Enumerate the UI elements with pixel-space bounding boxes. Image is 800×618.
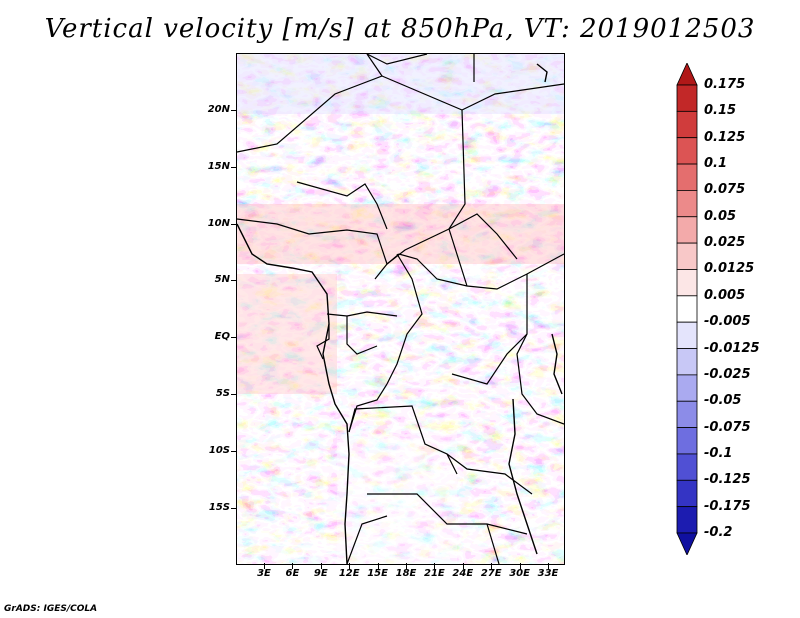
colorbar-label: 0.05 bbox=[704, 208, 737, 224]
colorbar-label: -0.125 bbox=[704, 472, 751, 488]
lon-label: 33E bbox=[537, 568, 559, 579]
colorbar-label: -0.025 bbox=[704, 366, 751, 382]
lon-tick bbox=[548, 563, 549, 569]
colorbar-segment bbox=[676, 269, 698, 297]
lat-label: 15S bbox=[208, 501, 230, 513]
colorbar-label: 0.125 bbox=[704, 129, 746, 145]
colorbar-label: 0.025 bbox=[704, 235, 746, 251]
map-panel bbox=[236, 53, 565, 565]
lon-tick bbox=[519, 563, 521, 569]
lon-label: 18E bbox=[395, 568, 417, 579]
lat-tick bbox=[231, 450, 237, 452]
colorbar-segment bbox=[676, 506, 698, 534]
lat-tick bbox=[231, 394, 237, 395]
colorbar-segment bbox=[676, 216, 698, 244]
colorbar-label: -0.175 bbox=[704, 498, 751, 514]
colorbar-segment bbox=[676, 295, 698, 323]
lon-label: 6E bbox=[285, 568, 300, 579]
lat-label: 10N bbox=[207, 217, 230, 229]
lon-label: 9E bbox=[313, 568, 328, 579]
colorbar-segment bbox=[676, 453, 698, 481]
colorbar-label: -0.05 bbox=[704, 393, 742, 409]
colorbar-label: 0.15 bbox=[704, 103, 737, 119]
colorbar-label: -0.075 bbox=[704, 419, 751, 435]
vertical-velocity-field bbox=[237, 54, 564, 564]
colorbar-segment bbox=[676, 427, 698, 455]
lon-label: 24E bbox=[452, 568, 474, 579]
lon-tick bbox=[434, 563, 436, 569]
lat-tick bbox=[231, 337, 237, 339]
field-texture bbox=[237, 54, 564, 564]
colorbar-segment bbox=[676, 242, 698, 270]
colorbar-segment bbox=[676, 400, 698, 428]
lon-tick bbox=[462, 563, 464, 569]
colorbar-label: -0.005 bbox=[704, 314, 751, 330]
lon-label: 3E bbox=[257, 568, 271, 579]
lon-label: 15E bbox=[367, 568, 388, 579]
lon-tick bbox=[264, 563, 265, 569]
lat-label: 5S bbox=[215, 388, 230, 399]
colorbar-bottom-arrow bbox=[676, 532, 698, 555]
lon-tick bbox=[292, 563, 294, 569]
colorbar-segment bbox=[676, 348, 698, 376]
lat-label: 10S bbox=[208, 444, 230, 456]
lat-label: 15N bbox=[207, 160, 230, 172]
colorbar-label: -0.1 bbox=[704, 445, 733, 461]
colorbar-segment bbox=[676, 110, 698, 139]
colorbar-label: 0.1 bbox=[704, 156, 728, 172]
lat-label: 5N bbox=[214, 274, 230, 286]
colorbar-segment bbox=[676, 137, 698, 165]
lat-tick bbox=[231, 280, 237, 282]
colorbar-label: 0.005 bbox=[704, 287, 746, 303]
lon-label: 27E bbox=[480, 568, 502, 579]
colorbar-segment bbox=[676, 190, 698, 218]
colorbar-label: -0.0125 bbox=[704, 340, 760, 356]
colorbar-segment bbox=[676, 163, 698, 191]
colorbar-label: -0.2 bbox=[704, 525, 733, 540]
colorbar-segment bbox=[676, 374, 698, 402]
lat-tick bbox=[231, 507, 237, 509]
lon-tick bbox=[406, 563, 407, 569]
lat-tick bbox=[231, 166, 237, 168]
coastline bbox=[237, 63, 563, 564]
colorbar-segment bbox=[676, 84, 698, 112]
lon-label: 12E bbox=[338, 568, 360, 579]
colorbar-top-arrow bbox=[676, 63, 698, 86]
lon-tick bbox=[349, 563, 351, 569]
lat-tick bbox=[231, 110, 237, 111]
lat-tick bbox=[231, 223, 237, 225]
lat-label: 20N bbox=[207, 104, 230, 115]
red-zone-gulf bbox=[237, 274, 337, 394]
white-zone-south bbox=[337, 434, 457, 564]
colorbar-label: 0.0125 bbox=[704, 261, 755, 277]
map-title: Vertical velocity [m/s] at 850hPa, VT: 2… bbox=[44, 14, 756, 44]
lat-label: EQ bbox=[214, 331, 230, 343]
country-borders bbox=[237, 54, 564, 564]
colorbar-label: 0.075 bbox=[704, 182, 746, 198]
colorbar-segment bbox=[676, 479, 698, 508]
lon-tick bbox=[377, 563, 379, 569]
lon-tick bbox=[491, 563, 493, 569]
lon-label: 30E bbox=[509, 568, 530, 579]
colorbar-segment bbox=[676, 321, 698, 349]
credit-text: GrADS: IGES/COLA bbox=[4, 604, 98, 614]
colorbar-label: 0.175 bbox=[704, 77, 746, 92]
lon-tick bbox=[320, 563, 322, 569]
colorbar bbox=[676, 63, 698, 555]
lon-label: 21E bbox=[424, 568, 445, 579]
